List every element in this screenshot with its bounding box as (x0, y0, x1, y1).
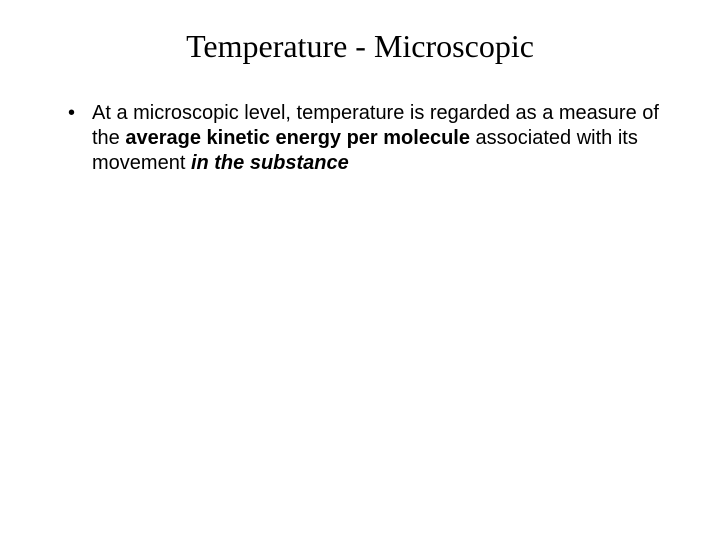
slide-title: Temperature - Microscopic (48, 28, 672, 65)
bullet-item: At a microscopic level, temperature is r… (64, 101, 672, 176)
bullet-list: At a microscopic level, temperature is r… (48, 101, 672, 176)
slide: Temperature - Microscopic At a microscop… (0, 0, 720, 540)
bullet-run-3: in the substance (191, 152, 349, 174)
bullet-run-1: average kinetic energy per molecule (125, 127, 470, 149)
